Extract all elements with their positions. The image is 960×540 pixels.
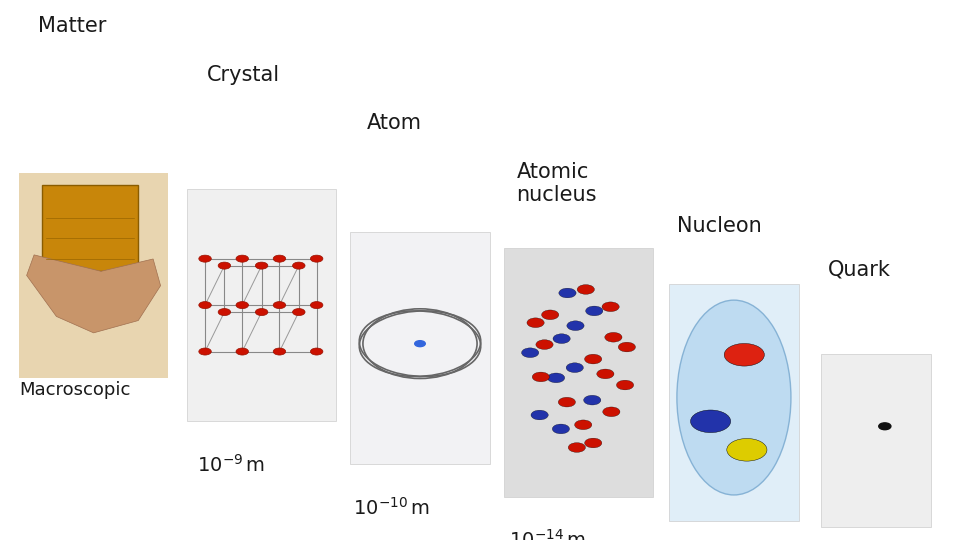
Circle shape — [274, 301, 286, 309]
Circle shape — [532, 372, 549, 382]
Circle shape — [553, 334, 570, 343]
Circle shape — [585, 354, 602, 364]
Circle shape — [536, 340, 553, 349]
Circle shape — [527, 318, 544, 328]
Circle shape — [236, 255, 249, 262]
Circle shape — [521, 348, 539, 357]
Text: $\mathrm{10}^{-10}\,\mathrm{m}$: $\mathrm{10}^{-10}\,\mathrm{m}$ — [353, 497, 430, 519]
Circle shape — [310, 301, 323, 309]
Circle shape — [878, 423, 891, 430]
Circle shape — [274, 348, 286, 355]
Text: Atomic
nucleus: Atomic nucleus — [516, 162, 597, 205]
Circle shape — [616, 380, 634, 390]
Circle shape — [547, 373, 564, 383]
Circle shape — [274, 255, 286, 262]
Bar — [669, 284, 799, 521]
Circle shape — [255, 308, 268, 315]
Text: Quark: Quark — [828, 259, 890, 279]
Bar — [821, 354, 931, 526]
Circle shape — [531, 410, 548, 420]
Bar — [504, 248, 653, 497]
Bar — [19, 173, 168, 378]
Circle shape — [566, 363, 584, 373]
FancyBboxPatch shape — [41, 185, 138, 271]
Circle shape — [541, 310, 559, 320]
Circle shape — [293, 262, 305, 269]
Circle shape — [236, 348, 249, 355]
Circle shape — [727, 438, 767, 461]
Circle shape — [568, 443, 586, 453]
Ellipse shape — [677, 300, 791, 495]
Bar — [187, 189, 336, 421]
Circle shape — [199, 301, 211, 309]
Circle shape — [724, 343, 764, 366]
Circle shape — [577, 285, 594, 294]
Text: $\mathrm{10}^{-14}\,\mathrm{m}$: $\mathrm{10}^{-14}\,\mathrm{m}$ — [509, 529, 586, 540]
Circle shape — [584, 395, 601, 405]
Circle shape — [199, 255, 211, 262]
Circle shape — [218, 308, 230, 315]
Circle shape — [618, 342, 636, 352]
Circle shape — [199, 348, 211, 355]
Circle shape — [415, 341, 425, 347]
Bar — [350, 232, 490, 464]
Circle shape — [690, 410, 731, 433]
Circle shape — [585, 438, 602, 448]
Text: Nucleon: Nucleon — [677, 216, 761, 236]
Circle shape — [310, 255, 323, 262]
Circle shape — [236, 301, 249, 309]
Circle shape — [575, 420, 592, 430]
Circle shape — [218, 262, 230, 269]
Circle shape — [597, 369, 614, 379]
Circle shape — [586, 306, 603, 316]
Text: Matter: Matter — [38, 16, 107, 36]
Circle shape — [566, 321, 584, 330]
Circle shape — [310, 348, 323, 355]
Text: Macroscopic: Macroscopic — [19, 381, 131, 399]
Text: $\mathrm{10}^{-9}\,\mathrm{m}$: $\mathrm{10}^{-9}\,\mathrm{m}$ — [197, 454, 265, 476]
Circle shape — [603, 407, 620, 417]
Circle shape — [552, 424, 569, 434]
Circle shape — [602, 302, 619, 312]
Circle shape — [559, 288, 576, 298]
Circle shape — [293, 308, 305, 315]
Text: Crystal: Crystal — [206, 65, 279, 85]
Circle shape — [255, 262, 268, 269]
Polygon shape — [27, 255, 160, 333]
Circle shape — [559, 397, 575, 407]
Circle shape — [605, 333, 622, 342]
Text: Atom: Atom — [367, 113, 421, 133]
